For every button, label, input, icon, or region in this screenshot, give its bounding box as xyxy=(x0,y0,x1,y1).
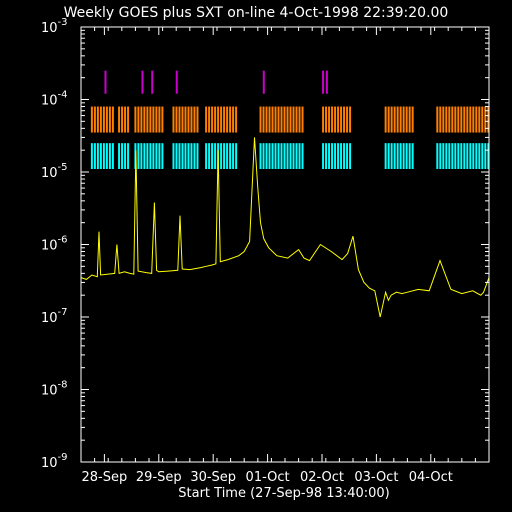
y-tick-base: 10 xyxy=(41,456,58,471)
y-tick-exponent: -7 xyxy=(58,307,68,318)
y-tick-label: 10-8 xyxy=(41,380,68,399)
y-tick-exponent: -5 xyxy=(58,162,68,173)
y-tick-base: 10 xyxy=(41,239,58,254)
sxt-coverage-bands xyxy=(90,70,490,169)
y-tick-exponent: -9 xyxy=(58,452,68,463)
sxt-band-1-run-8 xyxy=(436,106,490,133)
sxt-band-2-run-8 xyxy=(436,143,490,169)
x-tick-label: 01-Oct xyxy=(246,470,290,485)
x-tick-label: 02-Oct xyxy=(300,470,344,485)
goes-flux-line xyxy=(80,137,490,318)
x-axis: 28-Sep 29-Sep 30-Sep 01-Oct 02-Oct 03-Oct 04-O… xyxy=(80,27,490,485)
sxt-band-1-run-3 xyxy=(172,106,199,133)
x-tick-label: 29-Sep xyxy=(136,470,182,485)
sxt-band-2-run-3 xyxy=(172,143,199,169)
sxt-band-2-run-6 xyxy=(322,143,352,169)
sxt-band-2-run-5 xyxy=(259,143,304,169)
y-tick-label: 10-5 xyxy=(41,162,68,181)
y-tick-base: 10 xyxy=(41,94,58,109)
y-tick-base: 10 xyxy=(41,311,58,326)
sxt-band-2-run-1 xyxy=(118,143,130,169)
x-tick-label: 28-Sep xyxy=(82,470,128,485)
y-tick-label: 10-9 xyxy=(41,452,68,471)
sxt-band-1-run-2 xyxy=(134,106,164,133)
sxt-band-1-run-0 xyxy=(90,106,114,133)
sxt-band-2-run-0 xyxy=(90,143,114,169)
x-axis-label: Start Time (27-Sep-98 13:40:00) xyxy=(178,486,389,501)
sxt-band-1-run-6 xyxy=(322,106,352,133)
x-tick-label: 30-Sep xyxy=(190,470,236,485)
y-tick-exponent: -6 xyxy=(58,235,68,246)
y-tick-exponent: -4 xyxy=(58,90,68,101)
x-tick-label: 04-Oct xyxy=(409,470,453,485)
sxt-band-1-run-4 xyxy=(205,106,238,133)
sxt-band-1-run-7 xyxy=(384,106,414,133)
sxt-band-1-run-5 xyxy=(259,106,304,133)
y-tick-label: 10-6 xyxy=(41,235,68,254)
sxt-band-2-run-2 xyxy=(134,143,164,169)
y-tick-base: 10 xyxy=(41,166,58,181)
sxt-band-2-run-7 xyxy=(384,143,414,169)
y-tick-label: 10-7 xyxy=(41,307,68,326)
y-tick-label: 10-4 xyxy=(41,90,68,109)
y-tick-label: 10-3 xyxy=(41,17,68,36)
y-tick-base: 10 xyxy=(41,21,58,36)
y-tick-base: 10 xyxy=(41,384,58,399)
chart-title: Weekly GOES plus SXT on-line 4-Oct-1998 … xyxy=(64,5,449,21)
y-tick-exponent: -3 xyxy=(58,17,68,28)
sxt-band-2-run-4 xyxy=(205,143,238,169)
y-tick-exponent: -8 xyxy=(58,380,68,391)
y-axis: 10-910-810-710-610-510-410-3 xyxy=(41,17,489,471)
sxt-band-1-run-1 xyxy=(118,106,130,133)
x-tick-label: 03-Oct xyxy=(354,470,398,485)
